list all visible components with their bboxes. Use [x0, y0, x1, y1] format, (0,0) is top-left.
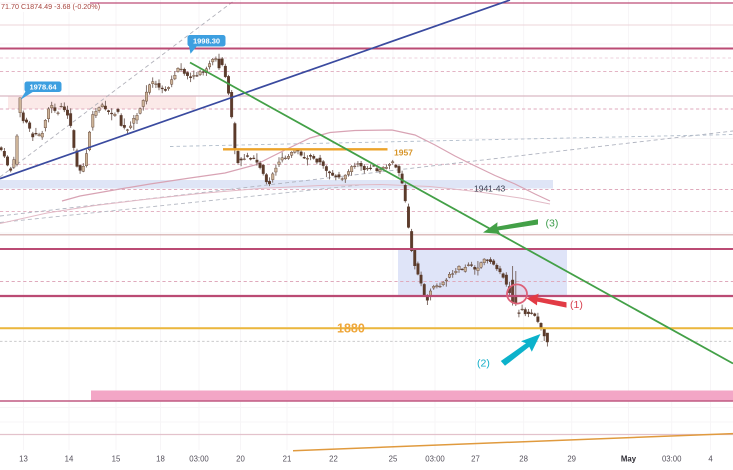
- svg-text:71.70 C1874.49 -3.68 (-0.20%): 71.70 C1874.49 -3.68 (-0.20%): [1, 2, 100, 11]
- svg-text:(2): (2): [477, 358, 490, 370]
- svg-text:03:00: 03:00: [662, 455, 682, 464]
- svg-text:(1): (1): [570, 299, 583, 311]
- svg-text:14: 14: [65, 455, 74, 464]
- svg-text:03:00: 03:00: [425, 455, 445, 464]
- svg-text:1880: 1880: [337, 322, 365, 336]
- svg-text:15: 15: [112, 455, 121, 464]
- svg-text:18: 18: [156, 455, 165, 464]
- svg-text:(3): (3): [546, 218, 559, 230]
- svg-text:21: 21: [283, 455, 292, 464]
- svg-text:28: 28: [519, 455, 528, 464]
- svg-text:29: 29: [567, 455, 576, 464]
- svg-text:03:00: 03:00: [189, 455, 209, 464]
- svg-text:1998.30: 1998.30: [193, 37, 220, 46]
- svg-text:4: 4: [708, 455, 713, 464]
- svg-text:1941-43: 1941-43: [474, 184, 505, 194]
- svg-text:20: 20: [236, 455, 245, 464]
- svg-text:27: 27: [471, 455, 480, 464]
- svg-text:25: 25: [389, 455, 398, 464]
- svg-text:1978.64: 1978.64: [29, 83, 57, 92]
- svg-text:13: 13: [19, 455, 28, 464]
- svg-text:22: 22: [329, 455, 338, 464]
- svg-text:May: May: [621, 455, 637, 464]
- svg-text:1957: 1957: [394, 148, 413, 158]
